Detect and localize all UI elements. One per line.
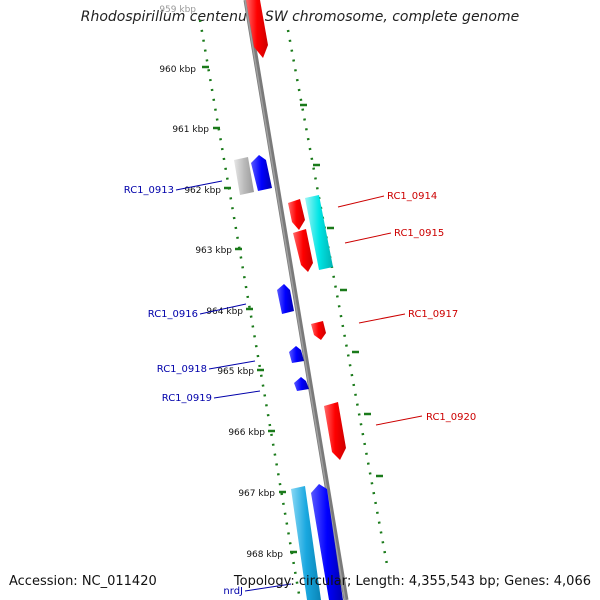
gene-arrow bbox=[293, 229, 313, 272]
gene-label: RC1_0919 bbox=[162, 393, 212, 404]
gene-label: RC1_0914 bbox=[387, 191, 437, 202]
gene-arrow bbox=[288, 199, 305, 230]
gene-label: RC1_0916 bbox=[148, 309, 198, 320]
gene-arrow bbox=[289, 346, 304, 363]
cds-bar bbox=[291, 486, 321, 600]
tick-label: 966 kbp bbox=[228, 428, 265, 438]
forward-genes bbox=[246, 0, 346, 460]
gene-labels: RC1_0913 RC1_0914 RC1_0915 RC1_0916 RC1_… bbox=[124, 185, 477, 597]
tick-label: 967 kbp bbox=[238, 489, 275, 499]
left-major-ticks bbox=[202, 65, 297, 554]
tick-label: 963 kbp bbox=[195, 246, 232, 256]
label-leaders bbox=[175, 180, 423, 592]
gene-arrow bbox=[277, 284, 294, 314]
scale-tick-labels: 959 kbp 960 kbp 961 kbp 962 kbp 963 kbp … bbox=[159, 5, 283, 560]
gene-arrow bbox=[294, 377, 309, 391]
gene-arrow bbox=[324, 402, 346, 460]
topology-text: Topology: circular; Length: 4,355,543 bp… bbox=[233, 574, 591, 589]
accession-text: Accession: NC_011420 bbox=[9, 574, 157, 589]
gene-arrow bbox=[251, 155, 272, 191]
chromosome-backbone bbox=[243, 0, 349, 600]
right-major-ticks bbox=[300, 103, 383, 478]
gene-arrow bbox=[311, 321, 326, 340]
tick-label: 964 kbp bbox=[206, 307, 243, 317]
gene-label: RC1_0920 bbox=[426, 412, 476, 423]
tick-label: 962 kbp bbox=[184, 186, 221, 196]
reverse-genes bbox=[234, 155, 343, 600]
left-tick-track bbox=[198, 19, 302, 600]
gene-label: RC1_0915 bbox=[394, 228, 444, 239]
tick-label: 961 kbp bbox=[172, 125, 209, 135]
gene-label: RC1_0918 bbox=[157, 364, 207, 375]
rna-features bbox=[291, 195, 333, 600]
tick-label: 965 kbp bbox=[217, 367, 254, 377]
tick-label: 968 kbp bbox=[246, 550, 283, 560]
cds-bar bbox=[305, 195, 333, 270]
gene-arrow bbox=[246, 0, 268, 58]
gene-arrow bbox=[311, 484, 343, 600]
gene-label: RC1_0913 bbox=[124, 185, 174, 196]
pseudo-gene bbox=[234, 157, 254, 195]
gene-label: nrdJ bbox=[223, 586, 243, 597]
tick-label: 960 kbp bbox=[159, 65, 196, 75]
tick-label: 959 kbp bbox=[159, 5, 196, 15]
gene-label: RC1_0917 bbox=[408, 309, 458, 320]
right-tick-track bbox=[286, 29, 390, 571]
map-title: Rhodospirillum centenum SW chromosome, c… bbox=[80, 9, 520, 25]
